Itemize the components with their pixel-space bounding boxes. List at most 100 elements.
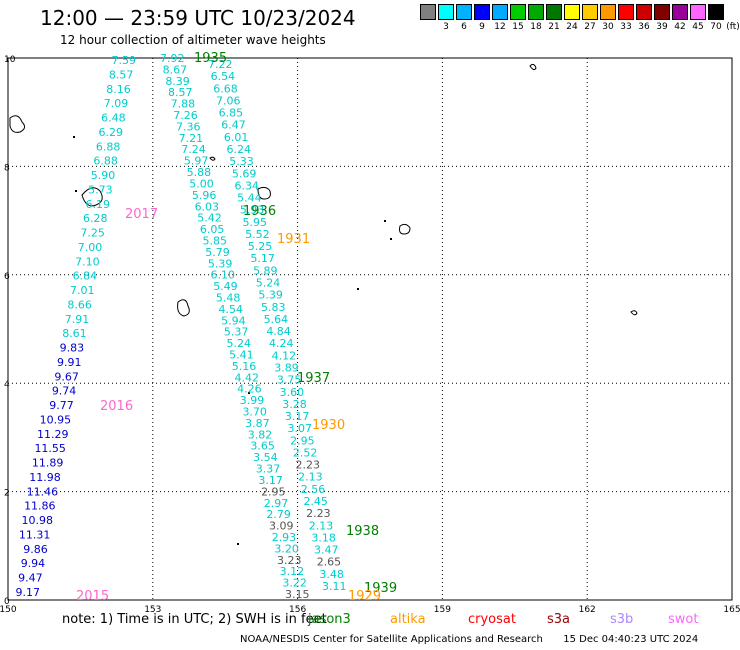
scale-swatch — [438, 4, 454, 20]
left-track-value: 8.57 — [109, 68, 134, 81]
plot-frame — [7, 57, 733, 601]
left-track-value: 5.90 — [91, 169, 116, 182]
left-track-value: 6.28 — [83, 212, 108, 225]
right-track-value: 5.94 — [221, 314, 246, 327]
right-track-value: 2.95 — [290, 434, 315, 447]
right-track-value: 2.65 — [317, 556, 342, 569]
right-track-value: 3.17 — [258, 474, 283, 487]
right-track-value: 5.41 — [229, 349, 254, 362]
right-track-value: 3.37 — [256, 463, 281, 476]
right-track-value: 5.24 — [256, 277, 281, 290]
left-track-value: 6.84 — [73, 270, 98, 283]
scale-label: 33 — [620, 22, 632, 32]
right-track-value: 6.85 — [219, 107, 244, 120]
right-track-value: 5.96 — [192, 189, 217, 202]
right-track-value: 3.12 — [280, 565, 305, 578]
time-label: 1935 — [194, 51, 227, 66]
y-tick-label: 10 — [4, 55, 16, 65]
right-track-value: 3.82 — [248, 428, 273, 441]
scale-swatch — [654, 4, 670, 20]
island-outline — [209, 156, 216, 161]
right-track-value: 5.16 — [232, 360, 257, 373]
right-track-value: 5.17 — [250, 252, 275, 265]
right-track-value: 5.89 — [253, 264, 278, 277]
right-track-value: 3.89 — [274, 361, 299, 374]
left-track-value: 11.55 — [34, 442, 66, 455]
time-label: 2015 — [76, 589, 109, 604]
left-track-value: 9.77 — [49, 399, 74, 412]
x-tick-label: 159 — [434, 605, 451, 615]
scale-label: 36 — [638, 22, 650, 32]
right-track-value: 3.60 — [280, 386, 305, 399]
right-track-value: 5.79 — [205, 246, 230, 259]
x-tick-label: 153 — [144, 605, 161, 615]
scale-swatch — [618, 4, 634, 20]
right-track-value: 5.95 — [242, 216, 267, 229]
time-label: 2017 — [125, 207, 158, 222]
left-track-value: 10.95 — [40, 413, 72, 426]
right-track-value: 4.54 — [219, 303, 244, 316]
scale-swatch — [456, 4, 472, 20]
island-outline — [81, 187, 103, 207]
left-track-value: 9.17 — [16, 586, 41, 599]
scale-label: 3 — [443, 22, 449, 32]
time-label: 1929 — [348, 589, 381, 604]
scale-swatch — [582, 4, 598, 20]
left-track-value: 6.48 — [101, 112, 126, 125]
right-track-value: 7.24 — [181, 143, 206, 156]
right-track-value: 3.07 — [288, 422, 313, 435]
left-track-value: 6.29 — [99, 126, 124, 139]
scale-label: 30 — [602, 22, 614, 32]
right-track-value: 2.95 — [261, 485, 286, 498]
right-track-value: 5.97 — [184, 155, 209, 168]
time-label: 1936 — [243, 204, 276, 219]
scale-label: 21 — [548, 22, 560, 32]
right-track-value: 3.22 — [282, 577, 307, 590]
right-track-value: 8.57 — [168, 86, 193, 99]
right-track-value: 5.93 — [240, 204, 265, 217]
island-outline — [529, 63, 537, 71]
right-track-value: 4.26 — [237, 383, 262, 396]
time-label: 1930 — [312, 418, 345, 433]
left-track-value: 8.61 — [62, 327, 87, 340]
scale-swatch — [564, 4, 580, 20]
island-outline — [257, 186, 271, 200]
island-dot — [75, 190, 77, 192]
time-label: 1937 — [297, 371, 330, 386]
left-track-value: 9.47 — [18, 572, 43, 585]
scale-label: 9 — [479, 22, 485, 32]
island-dot — [248, 392, 250, 394]
scale-unit: (ft) — [726, 22, 740, 32]
left-track-value: 5.73 — [88, 183, 113, 196]
right-track-value: 5.48 — [216, 291, 241, 304]
island-dot — [384, 220, 386, 222]
right-track-value: 7.36 — [176, 120, 201, 133]
left-track-value: 11.86 — [24, 500, 56, 513]
right-track-value: 6.03 — [195, 200, 220, 213]
satellite-swot: swot — [668, 612, 699, 627]
right-track-value: 4.24 — [269, 337, 294, 350]
scale-swatch — [492, 4, 508, 20]
right-track-value: 3.48 — [319, 568, 344, 581]
x-tick-label: 162 — [579, 605, 596, 615]
right-track-value: 5.88 — [187, 166, 212, 179]
right-track-value: 3.17 — [285, 410, 310, 423]
scale-label: 39 — [656, 22, 668, 32]
scale-label: 27 — [584, 22, 596, 32]
left-track-value: 7.25 — [80, 227, 105, 240]
scale-label: 12 — [494, 22, 506, 32]
right-track-value: 2.23 — [306, 507, 331, 520]
right-track-value: 6.10 — [211, 269, 236, 282]
footer-note: note: 1) Time is in UTC; 2) SWH is in fe… — [62, 612, 327, 627]
right-track-value: 3.99 — [240, 394, 265, 407]
right-track-value: 5.00 — [189, 177, 214, 190]
satellite-cryosat: cryosat — [468, 612, 516, 627]
left-track-value: 6.19 — [86, 198, 111, 211]
right-track-value: 3.20 — [274, 542, 299, 555]
satellite-altika: altika — [390, 612, 426, 627]
left-track-value: 9.86 — [23, 543, 48, 556]
right-track-value: 3.54 — [253, 451, 278, 464]
right-track-value: 5.44 — [237, 192, 261, 205]
time-label: 2016 — [100, 399, 133, 414]
scale-swatch — [708, 4, 724, 20]
